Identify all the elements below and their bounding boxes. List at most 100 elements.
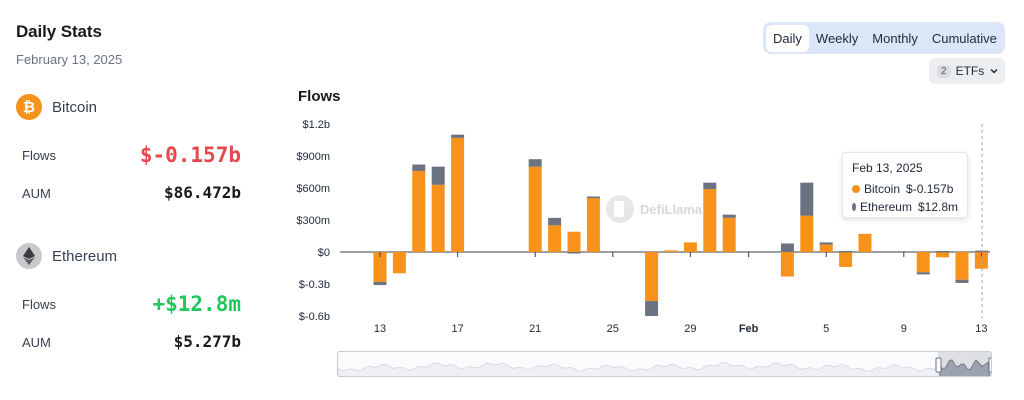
ethereum-bar[interactable]: [412, 164, 426, 171]
ethereum-bar[interactable]: [955, 279, 969, 283]
x-tick-label: 13: [975, 323, 987, 335]
chevron-down-icon: [990, 68, 998, 74]
x-tick-label: 9: [901, 323, 907, 335]
ethereum-bar[interactable]: [722, 214, 736, 218]
tooltip-bitcoin-value: $-0.157b: [906, 182, 954, 196]
bitcoin-bar[interactable]: [858, 233, 872, 252]
bitcoin-bar[interactable]: [431, 184, 445, 252]
navigator-right-handle[interactable]: [988, 357, 992, 373]
x-tick-label: 29: [684, 323, 696, 335]
bitcoin-bar[interactable]: [916, 252, 930, 273]
period-cumulative-button[interactable]: Cumulative: [931, 30, 997, 46]
tooltip-ethereum-label: Ethereum: [859, 200, 912, 214]
bitcoin-bar[interactable]: [392, 252, 406, 274]
tooltip-bitcoin-label: Bitcoin: [864, 182, 901, 196]
bitcoin-name: Bitcoin: [52, 98, 98, 116]
y-tick-label: $1.2b: [302, 119, 330, 131]
tooltip-date: Feb 13, 2025: [852, 161, 923, 175]
x-tick-label: 21: [529, 323, 541, 335]
navigator-minichart: [338, 352, 992, 376]
bitcoin-bar[interactable]: [955, 252, 969, 280]
y-tick-label: $300m: [296, 215, 330, 227]
bitcoin-header: ₿ Bitcoin: [16, 94, 97, 120]
period-selector: Daily Weekly Monthly Cumulative: [763, 22, 1005, 54]
y-tick-label: $900m: [296, 151, 330, 163]
etf-filter-dropdown[interactable]: 2 ETFs: [929, 58, 1005, 84]
flows-chart[interactable]: DefiLlama $1.2b $900m $600m $300m $0 $-0.3b $-…: [290, 110, 1000, 340]
bitcoin-bar[interactable]: [567, 231, 581, 252]
bitcoin-bar[interactable]: [683, 242, 697, 252]
navigator-left-handle[interactable]: [935, 357, 942, 373]
ethereum-bar[interactable]: [645, 301, 659, 316]
period-daily-button[interactable]: Daily: [766, 24, 809, 52]
bitcoin-bar[interactable]: [548, 225, 562, 252]
chart-range-navigator[interactable]: [337, 351, 992, 377]
ethereum-bar[interactable]: [839, 250, 853, 253]
ethereum-bar[interactable]: [373, 281, 387, 286]
x-tick-label: 17: [451, 323, 463, 335]
defillama-watermark: DefiLlama: [606, 195, 703, 223]
x-tick-label: 25: [607, 323, 619, 335]
bitcoin-bar[interactable]: [586, 197, 600, 252]
bitcoin-bar[interactable]: [819, 244, 833, 252]
bitcoin-bar[interactable]: [780, 252, 794, 277]
bitcoin-aum-value: $86.472b: [163, 183, 241, 202]
bitcoin-bar[interactable]: [974, 252, 988, 269]
ethereum-aum-value: $5.277b: [173, 332, 241, 351]
bitcoin-bar[interactable]: [664, 250, 678, 252]
ethereum-header: Ethereum: [16, 243, 117, 269]
bitcoin-flows-label: Flows: [22, 148, 56, 163]
bitcoin-bar[interactable]: [528, 166, 542, 252]
bitcoin-bar[interactable]: [412, 170, 426, 252]
tooltip-row-ethereum: Ethereum $12.8m: [852, 198, 958, 216]
bitcoin-bar[interactable]: [373, 252, 387, 282]
ethereum-bar[interactable]: [548, 217, 562, 226]
bitcoin-bar[interactable]: [800, 215, 814, 252]
x-tick-label: 5: [823, 323, 829, 335]
chart-tooltip: Feb 13, 2025 Bitcoin $-0.157b Ethereum $…: [842, 152, 968, 218]
ethereum-bar[interactable]: [800, 182, 814, 216]
bitcoin-bar[interactable]: [451, 137, 465, 252]
ethereum-name: Ethereum: [52, 247, 118, 265]
period-monthly-button[interactable]: Monthly: [872, 30, 918, 46]
ethereum-icon: [16, 243, 42, 269]
ethereum-bar[interactable]: [916, 272, 930, 275]
y-tick-label: $-0.6b: [299, 311, 330, 323]
bitcoin-bar[interactable]: [703, 189, 717, 252]
y-tick-label: $0: [318, 247, 330, 259]
bitcoin-legend-dot: [852, 185, 860, 193]
ethereum-flows-value: +$12.8m: [152, 292, 241, 316]
y-tick-label: $-0.3b: [299, 279, 330, 291]
ethereum-legend-dot: [852, 203, 856, 211]
ethereum-flows-label: Flows: [22, 297, 56, 312]
bitcoin-bar[interactable]: [645, 252, 659, 302]
ethereum-bar[interactable]: [819, 242, 833, 245]
ethereum-bar[interactable]: [528, 159, 542, 167]
bitcoin-aum-label: AUM: [22, 186, 51, 201]
chart-title: Flows: [298, 88, 341, 105]
etf-filter-label: ETFs: [955, 64, 985, 78]
bitcoin-bar[interactable]: [936, 252, 950, 258]
tooltip-ethereum-value: $12.8m: [917, 200, 958, 214]
ethereum-bar[interactable]: [936, 250, 950, 253]
ethereum-bar[interactable]: [780, 243, 794, 252]
ethereum-aum-label: AUM: [22, 335, 51, 350]
ethereum-bar[interactable]: [451, 134, 465, 138]
bitcoin-icon: ₿: [16, 94, 42, 120]
bitcoin-bar[interactable]: [839, 252, 853, 267]
x-tick-label: 13: [374, 323, 386, 335]
ethereum-bar[interactable]: [567, 252, 581, 254]
ethereum-bar[interactable]: [974, 250, 988, 253]
ethereum-bar[interactable]: [586, 196, 600, 199]
page-title: Daily Stats: [16, 22, 102, 41]
ethereum-bar[interactable]: [703, 182, 717, 190]
svg-text:DefiLlama: DefiLlama: [640, 202, 703, 217]
x-tick-label: Feb: [739, 323, 759, 335]
period-weekly-button[interactable]: Weekly: [815, 30, 859, 46]
etf-count-badge: 2: [937, 64, 951, 78]
ethereum-bar[interactable]: [431, 166, 445, 185]
stats-date: February 13, 2025: [16, 52, 123, 67]
y-tick-label: $600m: [296, 183, 330, 195]
bitcoin-bar[interactable]: [722, 217, 736, 252]
bitcoin-flows-value: $-0.157b: [139, 143, 241, 167]
